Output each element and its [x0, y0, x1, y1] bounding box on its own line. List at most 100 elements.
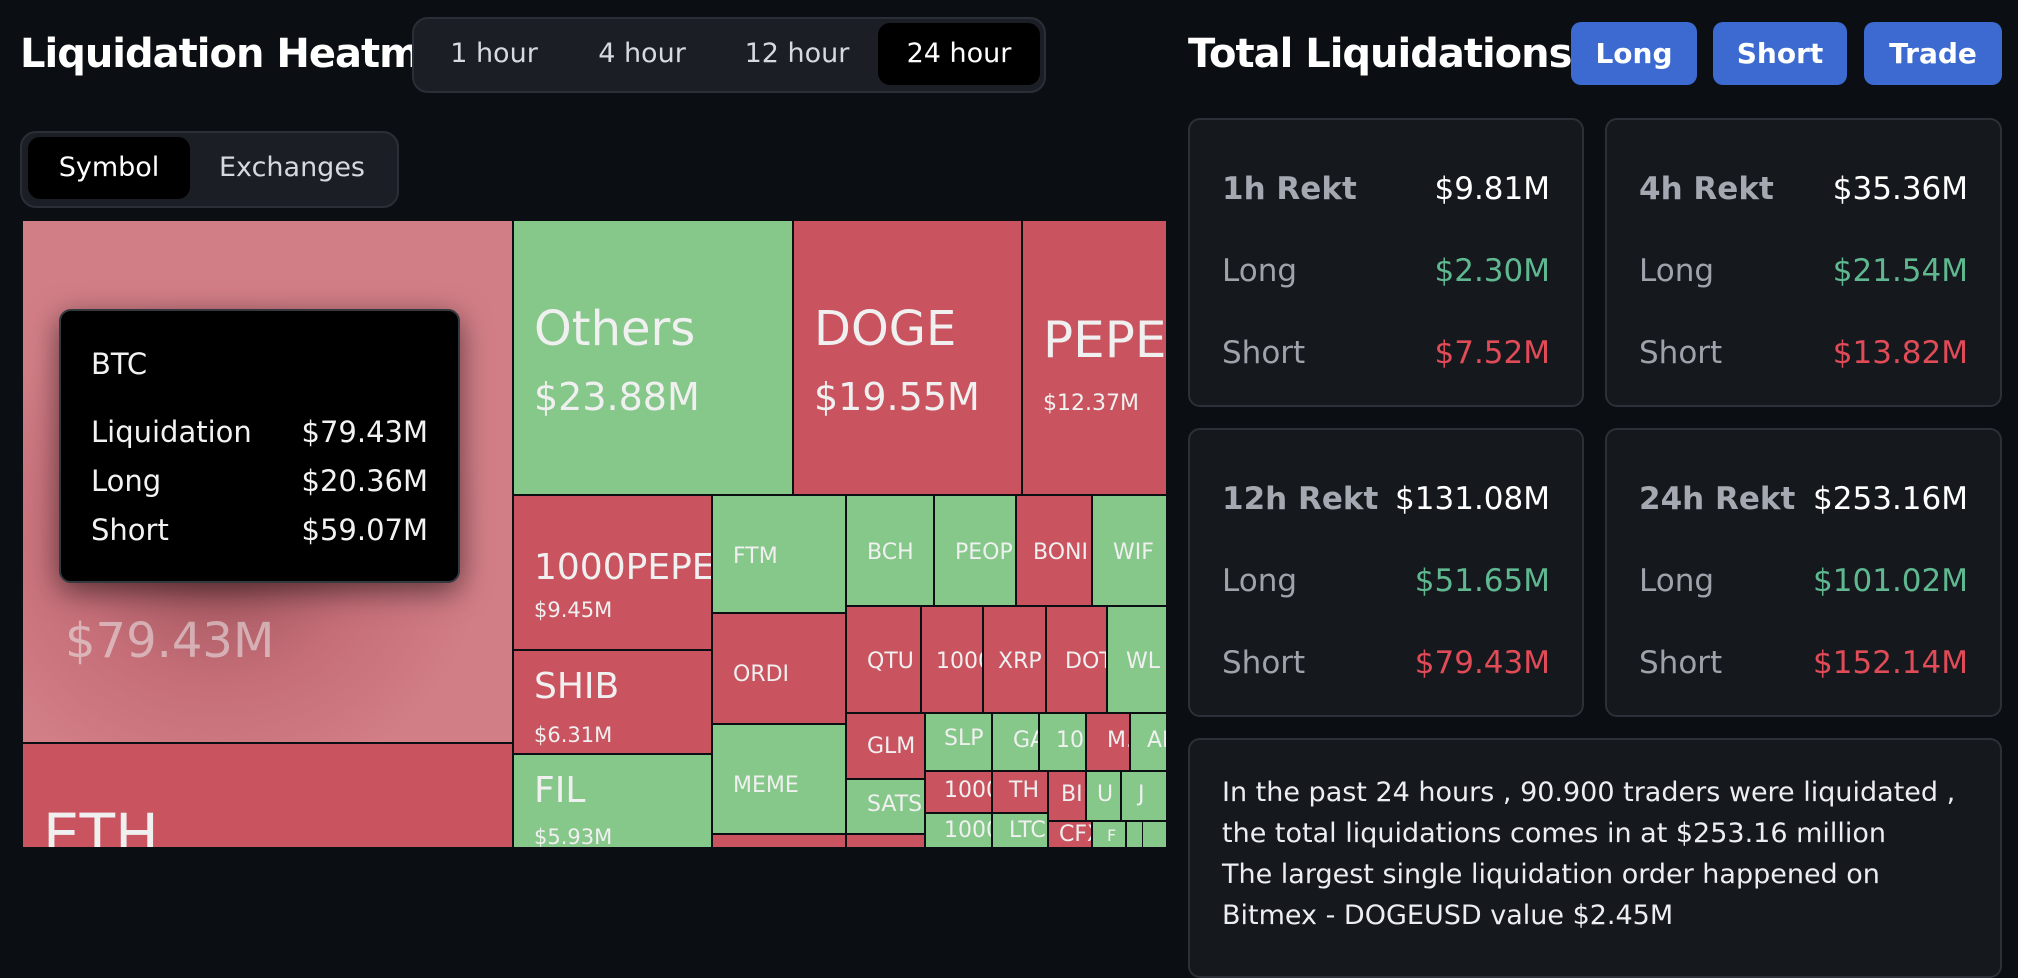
treemap-cell[interactable]: J — [1121, 771, 1167, 821]
summary-traders-text: In the past 24 hours , 90.900 traders we… — [1222, 777, 1956, 849]
treemap-cell[interactable]: ORDI — [712, 613, 846, 724]
cell-symbol: PEPE — [1043, 311, 1167, 369]
card-long-value: $51.65M — [1414, 563, 1550, 599]
tab-exchanges[interactable]: Exchanges — [219, 152, 365, 183]
trade-button[interactable]: Trade — [1864, 22, 2002, 85]
tooltip-symbol: BTC — [91, 347, 148, 381]
treemap-cell[interactable]: LTC — [992, 813, 1048, 848]
cell-symbol: M. — [1107, 728, 1129, 753]
tab-4-hour[interactable]: 4 hour — [598, 38, 686, 69]
card-long-value: $2.30M — [1434, 253, 1551, 289]
cell-symbol: GLM — [867, 734, 916, 759]
cell-symbol: CFX — [1059, 822, 1091, 847]
treemap-cell[interactable]: DOGE $19.55M — [793, 220, 1022, 495]
treemap-cell[interactable]: BI — [1048, 771, 1086, 821]
treemap-cell[interactable]: PEPE $12.37M — [1022, 220, 1167, 495]
card-long-label: Long — [1639, 563, 1715, 599]
tooltip-liquidation-value: $79.43M — [301, 415, 429, 449]
tab-1-hour[interactable]: 1 hour — [450, 38, 538, 69]
rekt-card-1h: 1h Rekt $9.81M Long $2.30M Short $7.52M — [1188, 118, 1584, 407]
treemap-cell[interactable]: U — [1086, 771, 1121, 821]
treemap-cell[interactable]: TH — [992, 771, 1048, 813]
time-range-selector: 1 hour 4 hour 12 hour 24 hour — [412, 17, 1046, 93]
card-total: $35.36M — [1832, 171, 1968, 207]
treemap-cell[interactable]: GA — [992, 713, 1039, 771]
tab-12-hour[interactable]: 12 hour — [744, 38, 850, 69]
treemap-cell[interactable]: 1000PEPE $9.45M — [513, 495, 712, 650]
treemap-cell[interactable]: XRP — [983, 606, 1046, 713]
cell-symbol: FTM — [733, 544, 778, 569]
treemap-cell[interactable]: FIL $5.93M — [513, 754, 712, 848]
rekt-card-12h: 12h Rekt $131.08M Long $51.65M Short $79.43… — [1188, 428, 1584, 717]
treemap-cell[interactable]: BONI — [1016, 495, 1092, 606]
treemap-cell[interactable]: WIF — [1092, 495, 1167, 606]
cell-value: $79.43M — [65, 613, 275, 669]
treemap-cell[interactable]: SLP — [925, 713, 992, 771]
treemap-cell[interactable]: Others $23.88M — [513, 220, 793, 495]
tooltip-long-label: Long — [91, 464, 162, 498]
treemap-cell[interactable]: SHIB $6.31M — [513, 650, 712, 754]
cell-value: $19.55M — [814, 375, 980, 419]
treemap-cell[interactable]: 1000 — [921, 606, 983, 713]
rekt-card-24h: 24h Rekt $253.16M Long $101.02M Short $152.… — [1605, 428, 2002, 717]
treemap-cell[interactable]: M. — [1086, 713, 1130, 771]
treemap-cell[interactable]: CFX — [1048, 821, 1092, 848]
tab-24-hour[interactable]: 24 hour — [878, 23, 1040, 85]
cell-symbol: FIL — [534, 770, 586, 811]
card-long-label: Long — [1222, 563, 1298, 599]
treemap-cell[interactable] — [712, 834, 846, 848]
treemap-cell[interactable]: AI — [1130, 713, 1167, 771]
tooltip-short-label: Short — [91, 513, 169, 547]
card-total: $131.08M — [1395, 481, 1550, 517]
cell-symbol: LTC — [1009, 818, 1046, 843]
cell-symbol: BCH — [867, 540, 914, 565]
card-long-value: $21.54M — [1832, 253, 1968, 289]
cell-symbol: BONI — [1033, 540, 1088, 565]
cell-symbol: WIF — [1113, 540, 1154, 565]
card-heading: 12h Rekt — [1222, 481, 1379, 517]
card-long-label: Long — [1639, 253, 1715, 289]
cell-symbol: SATS — [867, 792, 923, 817]
treemap-cell[interactable]: FTM — [712, 495, 846, 613]
treemap-cell[interactable]: WL — [1107, 606, 1167, 713]
card-short-label: Short — [1639, 645, 1723, 681]
cell-symbol: ORDI — [733, 662, 790, 687]
tooltip-long-value: $20.36M — [301, 464, 429, 498]
cell-symbol: U — [1097, 782, 1114, 807]
treemap-cell[interactable]: F — [1092, 821, 1126, 848]
treemap-cell[interactable]: DOT — [1046, 606, 1107, 713]
treemap-cell[interactable] — [846, 834, 925, 848]
cell-symbol: DOGE — [814, 301, 957, 357]
card-long-value: $101.02M — [1813, 563, 1968, 599]
cell-value: $5.93M — [534, 825, 613, 848]
heatmap-title: Liquidation Heatmap — [20, 31, 474, 77]
long-button[interactable]: Long — [1571, 22, 1697, 85]
total-liquidations-title: Total Liquidations — [1188, 31, 1572, 77]
cell-symbol: 1000 — [936, 649, 982, 674]
treemap-cell[interactable]: BCH — [846, 495, 934, 606]
treemap-cell[interactable]: GLM — [846, 713, 925, 779]
card-heading: 4h Rekt — [1639, 171, 1774, 207]
treemap-cell[interactable]: SATS — [846, 779, 925, 834]
treemap-cell[interactable]: 1000 — [925, 813, 992, 848]
tab-symbol[interactable]: Symbol — [28, 137, 190, 199]
cell-symbol: PEOP — [955, 540, 1013, 565]
card-short-value: $7.52M — [1434, 335, 1551, 371]
treemap-cell[interactable]: ETH — [22, 743, 513, 848]
short-button[interactable]: Short — [1713, 22, 1847, 85]
treemap-cell[interactable]: QTU — [846, 606, 921, 713]
cell-symbol: DOT — [1065, 649, 1106, 674]
card-short-label: Short — [1222, 335, 1306, 371]
treemap-cell[interactable]: PEOP — [934, 495, 1016, 606]
cell-value: $9.45M — [534, 598, 613, 622]
cell-value: $12.37M — [1043, 391, 1139, 416]
treemap-cell[interactable]: 1000 — [925, 771, 992, 813]
cell-symbol: GA — [1013, 728, 1038, 753]
treemap-cell[interactable]: 10 — [1039, 713, 1086, 771]
treemap-cell[interactable]: MEME — [712, 724, 846, 834]
liquidation-summary: In the past 24 hours , 90.900 traders we… — [1188, 738, 2002, 978]
cell-symbol: MEME — [733, 773, 799, 798]
cell-symbol: QTU — [867, 649, 914, 674]
treemap-cell[interactable] — [1142, 821, 1167, 848]
cell-symbol: J — [1138, 782, 1145, 807]
